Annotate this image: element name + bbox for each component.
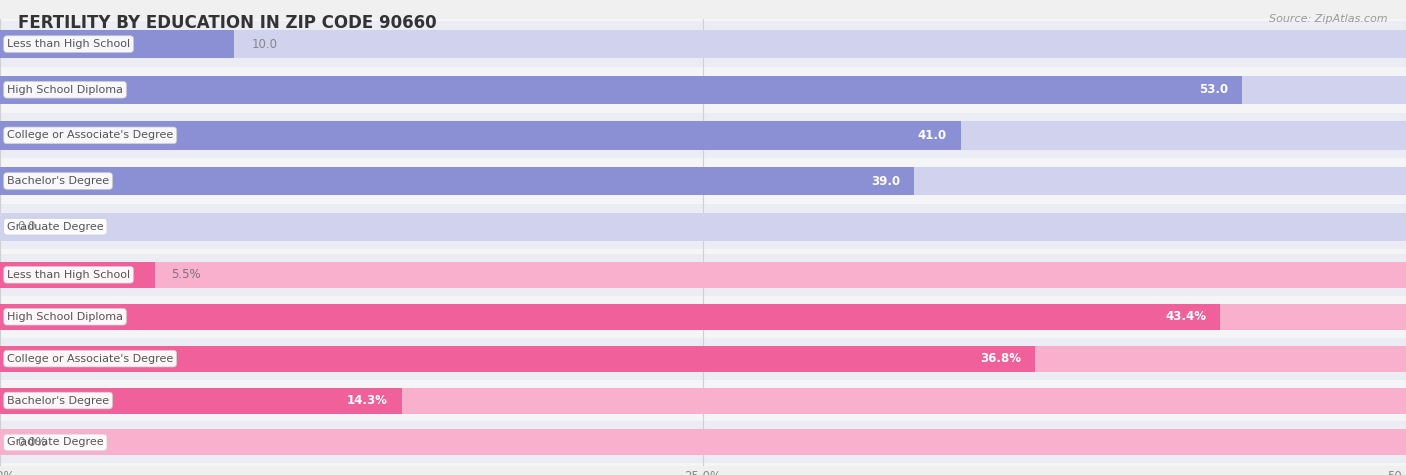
Bar	[0, 76, 1241, 104]
Bar	[0, 121, 1406, 150]
Text: 10.0: 10.0	[252, 38, 277, 51]
Bar	[0, 113, 1406, 158]
Bar	[0, 76, 1406, 104]
Bar	[0, 21, 1406, 67]
Text: 39.0: 39.0	[870, 174, 900, 188]
Bar	[0, 254, 1406, 296]
Bar	[0, 212, 1406, 241]
Text: 0.0: 0.0	[17, 220, 35, 233]
Text: 36.8%: 36.8%	[980, 352, 1021, 365]
Text: Less than High School: Less than High School	[7, 270, 131, 280]
Bar	[0, 30, 1406, 58]
Bar	[0, 338, 1406, 380]
Bar	[0, 296, 1406, 338]
Bar	[0, 204, 1406, 249]
Text: 53.0: 53.0	[1199, 83, 1227, 96]
Text: College or Associate's Degree: College or Associate's Degree	[7, 130, 173, 141]
Text: 41.0: 41.0	[918, 129, 946, 142]
Text: Less than High School: Less than High School	[7, 39, 131, 49]
Text: High School Diploma: High School Diploma	[7, 312, 124, 322]
Bar	[0, 121, 960, 150]
Bar	[0, 346, 1406, 371]
Text: 5.5%: 5.5%	[172, 268, 201, 281]
Text: 14.3%: 14.3%	[347, 394, 388, 407]
Text: FERTILITY BY EDUCATION IN ZIP CODE 90660: FERTILITY BY EDUCATION IN ZIP CODE 90660	[18, 14, 437, 32]
Bar	[0, 262, 1406, 288]
Bar	[0, 429, 1406, 456]
Bar	[0, 262, 155, 288]
Bar	[0, 167, 914, 195]
Text: 0.0%: 0.0%	[17, 436, 46, 449]
Bar	[0, 158, 1406, 204]
Bar	[0, 380, 1406, 421]
Text: Graduate Degree: Graduate Degree	[7, 437, 104, 447]
Bar	[0, 388, 402, 414]
Text: High School Diploma: High School Diploma	[7, 85, 124, 95]
Bar	[0, 388, 1406, 414]
Text: Bachelor's Degree: Bachelor's Degree	[7, 396, 110, 406]
Bar	[0, 304, 1220, 330]
Text: Bachelor's Degree: Bachelor's Degree	[7, 176, 110, 186]
Bar	[0, 67, 1406, 113]
Bar	[0, 304, 1406, 330]
Text: College or Associate's Degree: College or Associate's Degree	[7, 353, 173, 364]
Text: Source: ZipAtlas.com: Source: ZipAtlas.com	[1270, 14, 1388, 24]
Bar	[0, 167, 1406, 195]
Bar	[0, 346, 1035, 371]
Text: Graduate Degree: Graduate Degree	[7, 222, 104, 232]
Bar	[0, 421, 1406, 464]
Text: 43.4%: 43.4%	[1166, 310, 1206, 323]
Bar	[0, 30, 235, 58]
